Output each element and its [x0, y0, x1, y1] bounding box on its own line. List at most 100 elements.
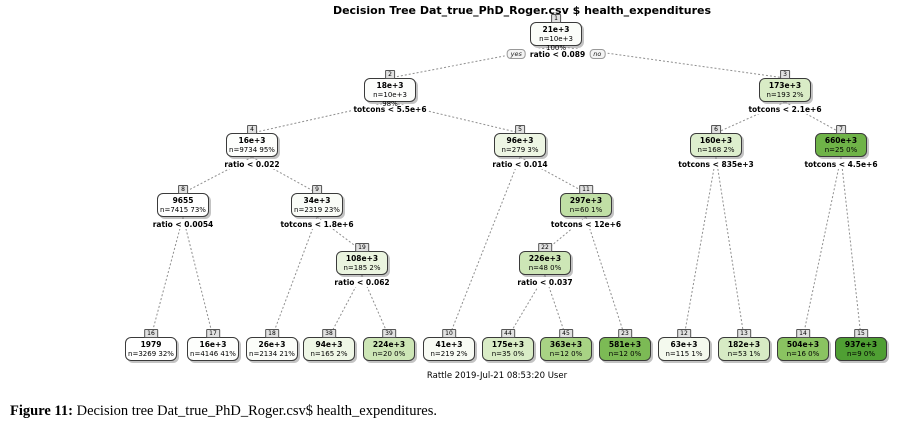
- node-value: 21e+3: [542, 25, 570, 34]
- split-condition: totcons < 4.5e+6: [804, 160, 878, 169]
- node-value: 16e+3: [199, 340, 227, 349]
- tree-edge-8-16: [150, 216, 184, 338]
- node-value: 63e+3: [670, 340, 698, 349]
- tree-node-9: 34e+3 n=2319 23%: [291, 193, 343, 217]
- tree-edge-1-3: [555, 45, 786, 79]
- node-value: 660e+3: [824, 136, 858, 145]
- node-id-badge-45: 45: [559, 329, 573, 338]
- node-value: 363e+3: [549, 340, 583, 349]
- tree-node-38: 94e+3 n=165 2%: [303, 337, 355, 361]
- tree-node-45: 363e+3 n=12 0%: [540, 337, 592, 361]
- rattle-footer: Rattle 2019-Jul-21 08:53:20 User: [426, 371, 568, 381]
- node-count: n=279 3%: [501, 145, 539, 154]
- node-value: 41e+3: [435, 340, 463, 349]
- node-id-badge-13: 13: [737, 329, 751, 338]
- node-count: n=3269 32%: [128, 349, 174, 358]
- node-value: 937e+3: [844, 340, 878, 349]
- node-count: n=165 2%: [310, 349, 348, 358]
- node-id-badge-1: 1: [551, 14, 561, 23]
- node-count: n=35 0%: [491, 349, 525, 358]
- split-label-node-6: totcons < 835e+3: [676, 160, 756, 169]
- split-condition: ratio < 0.014: [492, 160, 548, 169]
- tree-node-6: 160e+3 n=168 2%: [690, 133, 742, 157]
- node-id-badge-19: 19: [355, 243, 369, 252]
- tree-node-13: 182e+3 n=53 1%: [718, 337, 770, 361]
- node-id-badge-10: 10: [442, 329, 456, 338]
- node-id-badge-6: 6: [711, 125, 721, 134]
- tree-node-1: 21e+3 n=10e+3 100%: [530, 22, 582, 52]
- tree-node-7: 660e+3 n=25 0%: [815, 133, 867, 157]
- tree-edge-7-14: [802, 156, 842, 338]
- tree-node-23: 581e+3 n=12 0%: [599, 337, 651, 361]
- node-count: n=168 2%: [697, 145, 735, 154]
- tree-node-8: 9655 n=7415 73%: [157, 193, 209, 217]
- node-id-badge-38: 38: [322, 329, 336, 338]
- split-label-node-8: ratio < 0.0054: [150, 220, 216, 229]
- node-value: 182e+3: [727, 340, 761, 349]
- split-label-node-22: ratio < 0.037: [515, 278, 575, 287]
- split-condition: totcons < 835e+3: [678, 160, 754, 169]
- tree-node-15: 937e+3 n=9 0%: [835, 337, 887, 361]
- node-value: 224e+3: [372, 340, 406, 349]
- figure-caption-text: Decision tree Dat_true_PhD_Roger.csv$ he…: [72, 403, 437, 419]
- chart-title: Decision Tree Dat_true_PhD_Roger.csv $ h…: [332, 4, 712, 17]
- node-id-badge-17: 17: [206, 329, 220, 338]
- figure-caption: Figure 11: Decision tree Dat_true_PhD_Ro…: [10, 403, 437, 420]
- tree-edge-11-23: [585, 216, 626, 338]
- node-value: 26e+3: [258, 340, 286, 349]
- node-value: 175e+3: [491, 340, 525, 349]
- split-condition: ratio < 0.037: [517, 278, 573, 287]
- split-label-node-9: totcons < 1.8e+6: [278, 220, 356, 229]
- tree-edge-6-13: [715, 156, 745, 338]
- node-value: 581e+3: [608, 340, 642, 349]
- node-value: 96e+3: [506, 136, 534, 145]
- node-id-badge-3: 3: [780, 70, 790, 79]
- tree-node-11: 297e+3 n=60 1%: [560, 193, 612, 217]
- split-condition: ratio < 0.062: [334, 278, 390, 287]
- node-count: n=219 2%: [430, 349, 468, 358]
- node-count: n=9734 95%: [229, 145, 275, 154]
- node-count: n=10e+3 100%: [539, 34, 573, 52]
- split-condition: totcons < 5.5e+6: [353, 105, 427, 114]
- node-id-badge-18: 18: [265, 329, 279, 338]
- node-value: 108e+3: [345, 254, 379, 263]
- node-id-badge-8: 8: [178, 185, 188, 194]
- tree-node-19: 108e+3 n=185 2%: [336, 251, 388, 275]
- split-label-node-4: ratio < 0.022: [222, 160, 282, 169]
- node-count: n=115 1%: [665, 349, 703, 358]
- node-value: 16e+3: [238, 136, 266, 145]
- node-id-badge-44: 44: [501, 329, 515, 338]
- tree-edge-19-39: [361, 274, 390, 338]
- node-id-badge-22: 22: [538, 243, 552, 252]
- node-count: n=193 2%: [766, 90, 804, 99]
- tree-node-17: 16e+3 n=4146 41%: [187, 337, 239, 361]
- node-count: n=2319 23%: [294, 205, 340, 214]
- split-label-node-7: totcons < 4.5e+6: [802, 160, 880, 169]
- node-count: n=2134 21%: [249, 349, 295, 358]
- tree-edge-5-10: [448, 156, 521, 338]
- tree-node-18: 26e+3 n=2134 21%: [246, 337, 298, 361]
- node-count: n=60 1%: [569, 205, 603, 214]
- split-condition: totcons < 12e+6: [550, 220, 622, 229]
- split-label-node-2: totcons < 5.5e+6: [351, 105, 429, 114]
- node-count: n=9 0%: [846, 349, 876, 358]
- node-count: n=48 0%: [528, 263, 562, 272]
- node-value: 1979: [140, 340, 162, 349]
- tree-node-12: 63e+3 n=115 1%: [658, 337, 710, 361]
- node-value: 173e+3: [768, 81, 802, 90]
- split-condition: ratio < 0.0054: [152, 220, 214, 229]
- split-label-node-5: ratio < 0.014: [490, 160, 550, 169]
- figure-caption-label: Figure 11:: [10, 403, 73, 419]
- tree-edge-22-45: [544, 274, 567, 338]
- tree-node-5: 96e+3 n=279 3%: [494, 133, 546, 157]
- node-value: 9655: [172, 196, 194, 205]
- node-count: n=12 0%: [608, 349, 642, 358]
- split-condition: totcons < 1.8e+6: [280, 220, 354, 229]
- node-value: 297e+3: [569, 196, 603, 205]
- tree-edge-9-18: [271, 216, 318, 338]
- tree-node-3: 173e+3 n=193 2%: [759, 78, 811, 102]
- node-count: n=20 0%: [372, 349, 406, 358]
- split-condition: ratio < 0.022: [224, 160, 280, 169]
